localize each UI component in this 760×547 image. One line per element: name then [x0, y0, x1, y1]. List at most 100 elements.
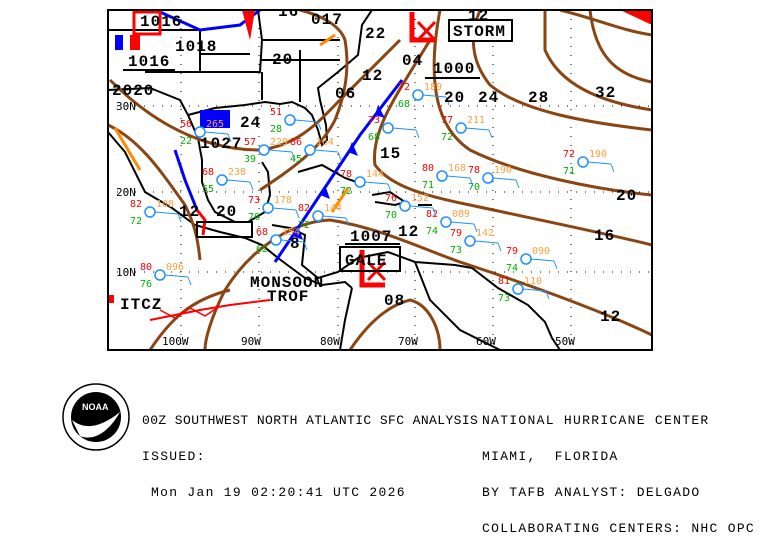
lon-label: 60W: [476, 335, 496, 348]
dewpoint-label: 73: [450, 245, 462, 256]
pressure-center-label: 1027: [200, 135, 242, 153]
pressure-label: 090: [532, 246, 550, 257]
wind-barb-feather: [317, 121, 322, 131]
isobar-label: 12: [179, 203, 200, 221]
pressure-center-label: 1016: [140, 13, 182, 31]
itcz-label: ITCZ: [120, 296, 162, 314]
isobar-label: 24: [478, 89, 499, 107]
isobar-label: 8: [290, 235, 301, 253]
pressure-center-label: 017: [311, 11, 343, 29]
temp-label: 77: [441, 115, 453, 126]
wind-barb: [322, 215, 347, 219]
pressure-label: 110: [524, 276, 542, 287]
isobar-label: 12: [398, 223, 419, 241]
temp-label: 72: [398, 82, 410, 93]
wind-barb-feather: [545, 290, 550, 300]
wind-barb-feather: [187, 276, 192, 286]
dewpoint-label: 28: [270, 124, 282, 135]
station-circle: [304, 144, 316, 156]
isobar-label: 12: [362, 67, 383, 85]
isobars: [108, 10, 652, 350]
station-circle: [512, 283, 524, 295]
wind-barb: [226, 179, 251, 183]
noaa-logo-text: NOAA: [82, 402, 109, 412]
storm-warning-label: STORM: [453, 23, 506, 41]
lon-label: 80W: [320, 335, 340, 348]
wind-barb: [204, 131, 229, 135]
temp-label: 86: [290, 137, 302, 148]
station-circle: [354, 176, 366, 188]
temp-label: 80: [422, 163, 434, 174]
wind-barb-feather: [249, 181, 254, 191]
dewpoint-label: 39: [244, 154, 256, 165]
wind-barb-feather: [515, 179, 520, 189]
station-circle: [455, 122, 467, 134]
isobar-label: 20: [444, 89, 465, 107]
center-location: MIAMI, FLORIDA: [482, 449, 619, 464]
wind-barb: [522, 288, 547, 292]
wind-barb-feather: [415, 129, 420, 139]
isobar-label: 12: [600, 308, 621, 326]
wind-barb: [294, 119, 319, 123]
lon-label: 50W: [555, 335, 575, 348]
station-plot: 77 211 72: [441, 115, 493, 143]
dewpoint-label: 68: [398, 99, 410, 110]
station-plot: 80 168 71: [422, 163, 474, 191]
temp-label: 81: [498, 276, 510, 287]
station-plot: 78 190 70: [468, 165, 520, 193]
temp-label: 73: [248, 195, 260, 206]
dewpoint-label: 72: [441, 132, 453, 143]
station-plot: 82 089 74: [426, 209, 478, 237]
isobar-label: 08: [384, 292, 405, 310]
map-frame: [107, 9, 653, 351]
wind-barb-feather: [387, 183, 392, 193]
dewpoint-label: 55: [202, 184, 214, 195]
station-plot: 73 68: [368, 115, 420, 143]
station-circle: [154, 269, 166, 281]
wind-barb-feather: [432, 207, 437, 217]
pressure-label: 238: [228, 167, 246, 178]
pressure-center-label: 1007: [350, 228, 392, 246]
wind-barb: [392, 127, 417, 131]
temp-label: 73: [368, 115, 380, 126]
dewpoint-label: 68: [368, 132, 380, 143]
wind-barb: [492, 177, 517, 181]
footer-left: 00Z SOUTHWEST NORTH ATLANTIC SFC ANALYSI…: [142, 391, 478, 511]
pressure-label: 108: [156, 199, 174, 210]
lat-label: 10N: [116, 266, 136, 279]
station-circle: [284, 114, 296, 126]
station-plot: 82 144 72: [298, 203, 350, 231]
collaborating-centers: COLLABORATING CENTERS: NHC OPC: [482, 521, 756, 536]
station-circle: [270, 234, 282, 246]
temp-label: 76: [385, 193, 397, 204]
monsoon-trough-label: MONSOON: [250, 274, 324, 292]
pressure-label: 178: [274, 195, 292, 206]
pressure-label: 164: [316, 137, 334, 148]
isobar-label: 20: [616, 187, 637, 205]
pressure-label: 144: [324, 203, 342, 214]
wind-barb-feather: [610, 163, 615, 173]
axis-labels: 100W 90W 80W 70W 60W 50W 30N 20N 10N: [116, 100, 575, 348]
wind-barb: [474, 240, 499, 244]
isobar-label: 16: [278, 3, 299, 21]
pressure-label: 190: [494, 165, 512, 176]
temp-label: 68: [202, 167, 214, 178]
wind-barb: [164, 274, 189, 278]
isobar-label: 32: [595, 84, 616, 102]
wind-barb-feather: [345, 217, 350, 227]
dewpoint-label: 72: [130, 216, 142, 227]
station-plot: 73 178 70: [248, 195, 300, 223]
wind-barb-feather: [445, 96, 450, 106]
station-circle: [464, 235, 476, 247]
station-circle: [262, 202, 274, 214]
dewpoint-label: 70: [248, 212, 260, 223]
temp-label: 51: [270, 107, 282, 118]
isobar-label: 20: [216, 203, 237, 221]
station-circle: [312, 210, 324, 222]
wind-barb-feather: [303, 241, 308, 251]
wind-barb: [154, 211, 179, 215]
map-labels: 1016 1018 1016 017 1027 1007 1000 12 16 …: [108, 3, 637, 326]
issued-time: Mon Jan 19 02:20:41 UTC 2026: [151, 485, 406, 500]
temp-label: 80: [140, 262, 152, 273]
